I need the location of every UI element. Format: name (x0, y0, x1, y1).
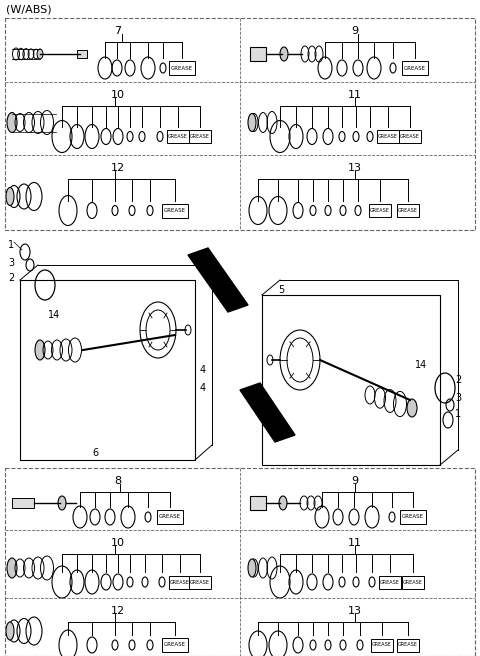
Bar (250, 47, 266, 61)
Text: GREASE: GREASE (164, 208, 186, 213)
Text: GREASE: GREASE (168, 134, 188, 139)
Text: 12: 12 (111, 606, 125, 616)
Text: GREASE: GREASE (370, 208, 390, 213)
Text: 3: 3 (8, 258, 14, 268)
Bar (379, 575, 401, 588)
Text: 9: 9 (351, 476, 359, 486)
Ellipse shape (7, 558, 17, 578)
Text: 13: 13 (348, 163, 362, 173)
Bar (397, 204, 419, 217)
Text: 10: 10 (111, 538, 125, 548)
Text: GREASE: GREASE (164, 642, 186, 647)
Text: 12: 12 (111, 163, 125, 173)
Bar (169, 61, 195, 75)
Ellipse shape (279, 496, 287, 510)
Text: 3: 3 (455, 393, 461, 403)
Bar (250, 496, 266, 510)
Bar (157, 510, 183, 524)
Polygon shape (188, 248, 248, 312)
Text: GREASE: GREASE (398, 642, 418, 647)
Ellipse shape (35, 340, 45, 360)
Text: 5: 5 (278, 285, 284, 295)
Text: 10: 10 (111, 90, 125, 100)
Text: 2: 2 (455, 375, 461, 385)
Text: 9: 9 (351, 26, 359, 36)
Ellipse shape (248, 113, 256, 131)
Bar (169, 575, 191, 588)
Ellipse shape (248, 559, 256, 577)
Bar (400, 510, 426, 524)
Text: 4: 4 (200, 383, 206, 393)
Text: 1: 1 (8, 240, 14, 250)
Polygon shape (240, 383, 295, 442)
Bar (189, 575, 211, 588)
Bar (12, 498, 34, 508)
Ellipse shape (6, 188, 14, 205)
Ellipse shape (58, 496, 66, 510)
Bar (397, 638, 419, 651)
Text: GREASE: GREASE (190, 579, 210, 584)
Ellipse shape (37, 49, 43, 59)
Ellipse shape (6, 622, 14, 640)
Bar (402, 575, 424, 588)
Text: 4: 4 (200, 365, 206, 375)
Text: 6: 6 (92, 448, 98, 458)
Text: GREASE: GREASE (404, 66, 426, 70)
Text: 1: 1 (455, 409, 461, 419)
Text: 14: 14 (48, 310, 60, 320)
Bar (167, 130, 189, 143)
Text: 7: 7 (114, 26, 121, 36)
Bar (162, 638, 188, 652)
Text: GREASE: GREASE (398, 208, 418, 213)
Text: 2: 2 (8, 273, 14, 283)
Text: 8: 8 (114, 476, 121, 486)
Bar (369, 204, 391, 217)
Text: (W/ABS): (W/ABS) (6, 4, 52, 14)
Bar (402, 61, 428, 75)
Text: 11: 11 (348, 90, 362, 100)
Ellipse shape (407, 399, 417, 417)
Text: 11: 11 (348, 538, 362, 548)
Text: GREASE: GREASE (380, 579, 400, 584)
Text: GREASE: GREASE (403, 579, 423, 584)
Bar (377, 130, 399, 143)
Bar (162, 203, 188, 218)
Ellipse shape (280, 47, 288, 61)
Text: 13: 13 (348, 606, 362, 616)
Text: GREASE: GREASE (372, 642, 392, 647)
Text: GREASE: GREASE (400, 134, 420, 139)
Bar (189, 130, 211, 143)
Text: GREASE: GREASE (190, 134, 210, 139)
Text: GREASE: GREASE (378, 134, 398, 139)
Text: GREASE: GREASE (171, 66, 193, 70)
Bar (399, 130, 421, 143)
Text: GREASE: GREASE (402, 514, 424, 520)
Text: GREASE: GREASE (159, 514, 181, 520)
Bar (77, 50, 87, 58)
Text: 14: 14 (415, 360, 427, 370)
Bar (371, 638, 393, 651)
Text: GREASE: GREASE (170, 579, 190, 584)
Ellipse shape (7, 112, 17, 133)
